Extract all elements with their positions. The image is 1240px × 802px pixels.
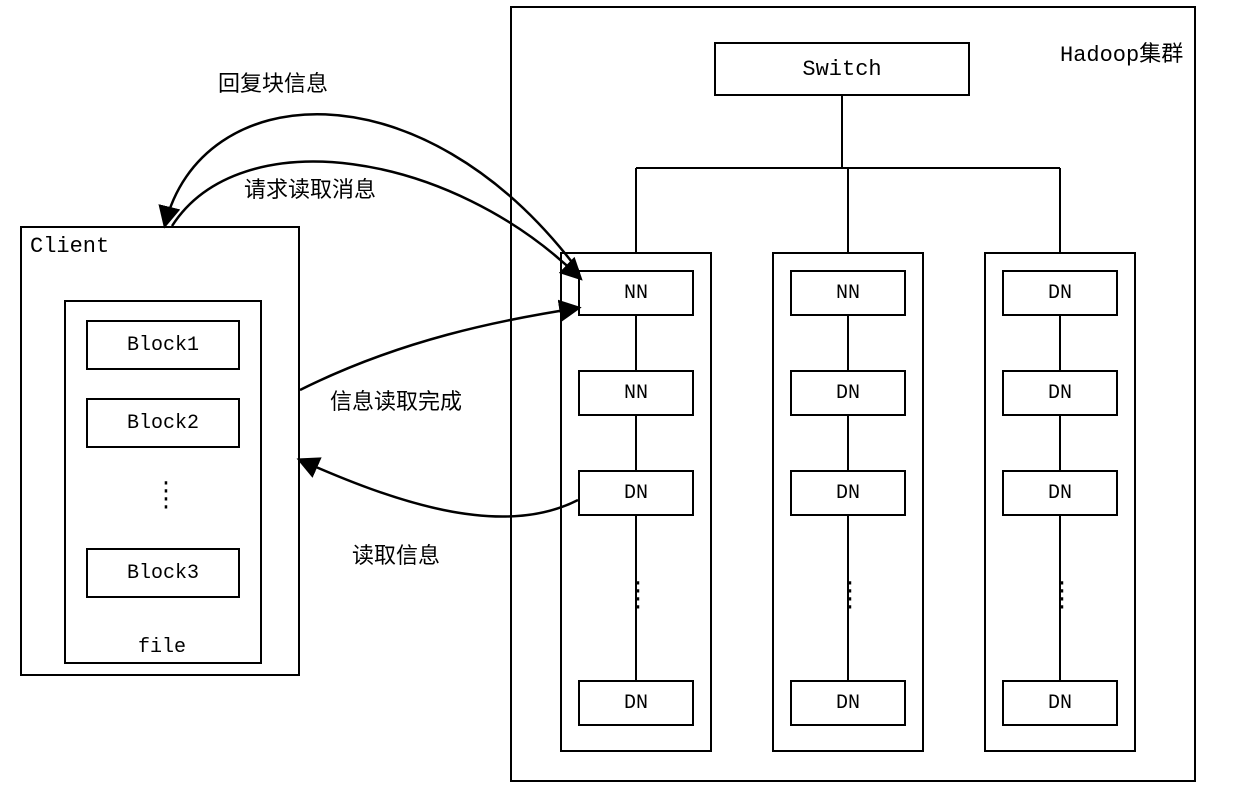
col2-node-3: DN — [790, 470, 906, 516]
col1-dots: ···· — [628, 580, 648, 612]
col3-node-4: DN — [1002, 680, 1118, 726]
block-1-label: Block1 — [127, 334, 199, 357]
col3-node-4-label: DN — [1048, 692, 1072, 715]
col2-node-2-label: DN — [836, 382, 860, 405]
block-1: Block1 — [86, 320, 240, 370]
cluster-title: Hadoop集群 — [1060, 36, 1183, 68]
col2-dots: ···· — [840, 580, 860, 612]
col3-dots: ···· — [1052, 580, 1072, 612]
edge-label-reply: 回复块信息 — [218, 66, 328, 98]
col1-node-4: DN — [578, 680, 694, 726]
col1-node-2-label: NN — [624, 382, 648, 405]
block-3-label: Block3 — [127, 562, 199, 585]
edge-label-done: 信息读取完成 — [330, 384, 462, 416]
col1-node-1: NN — [578, 270, 694, 316]
col2-node-4: DN — [790, 680, 906, 726]
col3-node-1-label: DN — [1048, 282, 1072, 305]
col2-node-1: NN — [790, 270, 906, 316]
block-3: Block3 — [86, 548, 240, 598]
block-2-label: Block2 — [127, 412, 199, 435]
block-2: Block2 — [86, 398, 240, 448]
col2-node-1-label: NN — [836, 282, 860, 305]
client-title: Client — [30, 234, 109, 259]
switch-label: Switch — [802, 57, 881, 82]
col3-node-2-label: DN — [1048, 382, 1072, 405]
col1-node-2: NN — [578, 370, 694, 416]
edge-label-read: 读取信息 — [352, 538, 440, 570]
col2-node-4-label: DN — [836, 692, 860, 715]
col3-node-2: DN — [1002, 370, 1118, 416]
col1-node-3-label: DN — [624, 482, 648, 505]
col1-node-3: DN — [578, 470, 694, 516]
col2-node-2: DN — [790, 370, 906, 416]
switch-box: Switch — [714, 42, 970, 96]
client-file-label: file — [138, 636, 186, 659]
edge-label-request: 请求读取消息 — [244, 172, 376, 204]
col2-node-3-label: DN — [836, 482, 860, 505]
col1-node-4-label: DN — [624, 692, 648, 715]
col3-node-1: DN — [1002, 270, 1118, 316]
col3-node-3: DN — [1002, 470, 1118, 516]
client-dots: ···· — [156, 480, 176, 512]
col1-node-1-label: NN — [624, 282, 648, 305]
col3-node-3-label: DN — [1048, 482, 1072, 505]
